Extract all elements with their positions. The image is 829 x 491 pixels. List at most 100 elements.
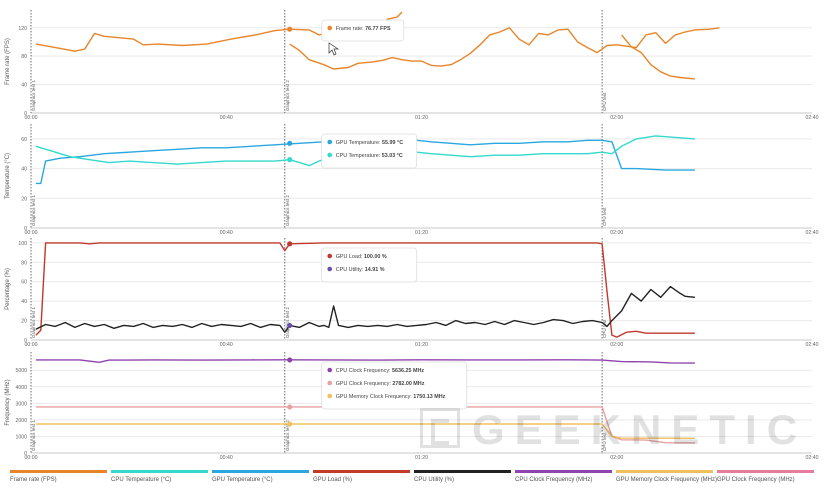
test-marker-label: Graphics test 1: [31, 80, 36, 111]
x-tick-label: 01:20: [415, 342, 428, 348]
legend-item[interactable]: GPU Temperature (°C): [212, 470, 309, 488]
tooltip-label: CPU Utility:: [336, 267, 365, 273]
chart-panel-4: 0 1000 2000 3000 4000 5000 00:00 00:40 01:20 02:0…: [5, 352, 819, 461]
y-tick-label: 40: [21, 299, 27, 305]
x-tick-label: 00:00: [25, 455, 38, 461]
legend-item[interactable]: GPU Clock Frequency (MHz): [717, 470, 814, 488]
legend-item[interactable]: CPU Utility (%): [414, 470, 511, 488]
x-tick-label: 01:20: [415, 230, 428, 236]
tooltip-label: GPU Temperature:: [336, 140, 382, 146]
tooltip-value: 5636.25 MHz: [392, 368, 424, 374]
tooltip-value: 76.77 FPS: [365, 26, 391, 32]
tooltip-swatch: [327, 152, 333, 158]
legend-label: GPU Temperature (°C): [212, 477, 273, 483]
test-marker-label: CPU test: [602, 319, 607, 338]
tooltip-swatch: [327, 266, 333, 272]
legend-swatch: [111, 470, 208, 473]
legend-swatch: [414, 470, 511, 473]
y-tick-label: 3000: [15, 401, 27, 407]
y-tick-label: 40: [21, 83, 27, 89]
y-tick-label: 60: [21, 137, 27, 143]
y-tick-label: 0: [24, 226, 27, 232]
x-tick-label: 00:00: [25, 342, 38, 348]
x-tick-label: 00:00: [25, 230, 38, 236]
chart-panel-2: 0 20 40 60 00:00 00:40 01:20 02:00 02:40 Temperat…: [5, 124, 819, 236]
y-tick-label: 40: [21, 167, 27, 173]
y-tick-label: 120: [18, 26, 27, 32]
hover-point: [287, 241, 293, 247]
legend-item[interactable]: GPU Load (%): [313, 470, 410, 488]
y-tick-label: 80: [21, 260, 27, 266]
series-line-gpu-clock-frequency: [35, 406, 695, 444]
y-tick-label: 0: [24, 111, 27, 117]
tooltip-value: 2782.00 MHz: [392, 381, 424, 387]
tooltip-row: GPU Temperature: 55.99 °C: [336, 140, 403, 146]
tooltip-label: GPU Memory Clock Frequency:: [336, 394, 414, 400]
test-marker-label: Graphics test 1: [31, 420, 36, 451]
tooltip-box: [321, 133, 418, 169]
legend-item[interactable]: CPU Temperature (°C): [111, 470, 208, 488]
tooltip-value: 100.00 %: [364, 254, 387, 260]
x-tick-label: 02:40: [806, 455, 819, 461]
x-tick-label: 00:40: [220, 230, 233, 236]
tooltip-swatch: [327, 253, 333, 259]
y-tick-label: 20: [21, 196, 27, 202]
test-marker-label: Graphics test 2: [285, 195, 290, 226]
y-axis-label: Percentage (%): [5, 268, 11, 310]
test-marker-label: CPU test: [602, 432, 607, 451]
x-tick-label: 02:00: [610, 455, 623, 461]
tooltip-swatch: [327, 393, 333, 399]
test-marker-label: Graphics test 1: [31, 195, 36, 226]
tooltip-label: CPU Clock Frequency:: [336, 368, 392, 374]
y-tick-label: 5000: [15, 368, 27, 374]
hover-point: [287, 404, 293, 410]
y-tick-label: 20: [21, 319, 27, 325]
tooltip-row: CPU Clock Frequency: 5636.25 MHz: [336, 368, 425, 374]
x-tick-label: 02:40: [806, 115, 819, 121]
x-tick-label: 00:40: [220, 115, 233, 121]
y-tick-label: 0: [24, 451, 27, 457]
tooltip-value: 53.03 °C: [382, 153, 403, 159]
y-tick-label: 1000: [15, 434, 27, 440]
chart-panel-1: 0 40 80 120 00:00 00:40 01:20 02:00 02:40 Frame r…: [5, 10, 819, 121]
tooltip-value: 14.91 %: [365, 267, 385, 273]
legend-swatch: [616, 470, 713, 473]
legend-label: CPU Utility (%): [414, 477, 454, 483]
tooltip-label: GPU Load:: [336, 254, 364, 260]
legend-item[interactable]: GPU Memory Clock Frequency (MHz): [616, 470, 717, 488]
x-tick-label: 01:20: [415, 455, 428, 461]
tooltip-row: CPU Utility: 14.91 %: [336, 267, 385, 273]
hover-point: [287, 421, 293, 427]
test-marker-label: Graphics test 2: [285, 80, 290, 111]
tooltip-value: 1750.13 MHz: [413, 394, 445, 400]
mouse-cursor-icon: [328, 42, 340, 56]
series-line-gpu-memory-clock-frequency: [35, 423, 695, 439]
series-line-cpu-utility: [35, 285, 695, 333]
series-line-gpu-load: [35, 242, 695, 338]
test-marker-label: Graphics test 2: [285, 420, 290, 451]
y-tick-label: 100: [18, 241, 27, 247]
hover-point: [287, 157, 293, 163]
legend-swatch: [313, 470, 410, 473]
tooltip-label: Frame rate:: [336, 26, 365, 32]
legend-label: GPU Clock Frequency (MHz): [717, 477, 795, 483]
chart-panel-3: 0 20 40 60 80 100 00:00 00:40 01:20 02:00 02:40 Per…: [5, 238, 819, 348]
y-tick-label: 80: [21, 54, 27, 60]
y-tick-label: 4000: [15, 385, 27, 391]
x-tick-label: 02:00: [610, 230, 623, 236]
legend-item[interactable]: CPU Clock Frequency (MHz): [515, 470, 612, 488]
x-tick-label: 02:40: [806, 230, 819, 236]
y-tick-label: 2000: [15, 418, 27, 424]
legend-label: CPU Clock Frequency (MHz): [515, 477, 593, 483]
legend-item[interactable]: Frame rate (FPS): [10, 470, 107, 488]
hover-point: [287, 357, 293, 363]
legend-swatch: [717, 470, 814, 473]
y-axis-label: Frame rate (FPS): [5, 38, 11, 85]
test-marker-label: CPU test: [602, 92, 607, 111]
test-marker-label: Graphics test 2: [285, 307, 290, 338]
tooltip-row: Frame rate: 76.77 FPS: [336, 26, 391, 32]
legend-label: CPU Temperature (°C): [111, 477, 172, 483]
hover-point: [287, 140, 293, 146]
y-axis-label: Frequency (MHz): [5, 379, 11, 425]
